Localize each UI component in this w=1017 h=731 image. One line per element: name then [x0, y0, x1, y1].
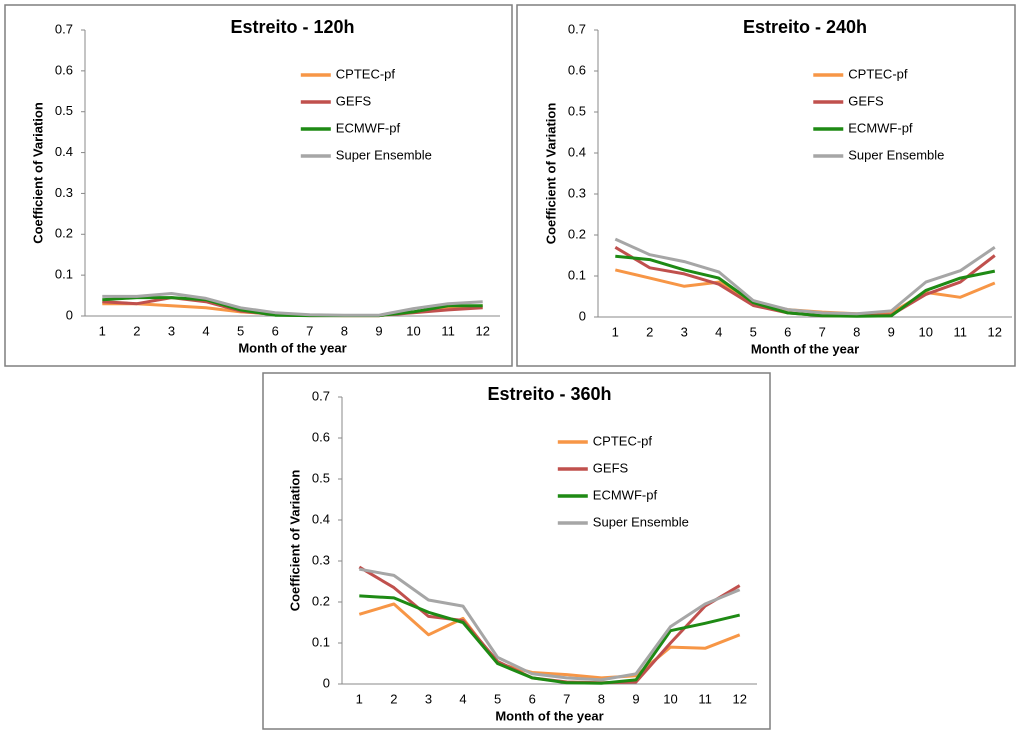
y-tick-label: 0.1 — [55, 267, 73, 282]
x-tick-label: 1 — [99, 323, 106, 338]
y-tick-label: 0.1 — [312, 634, 330, 649]
x-tick-label: 6 — [784, 324, 791, 339]
x-tick-label: 7 — [819, 324, 826, 339]
y-axis-title: Coefficient of Variation — [287, 470, 302, 612]
x-tick-label: 9 — [632, 691, 639, 706]
chart-title: Estreito - 360h — [487, 384, 611, 404]
y-tick-label: 0.6 — [55, 62, 73, 77]
x-tick-label: 5 — [494, 691, 501, 706]
panel-frame — [262, 372, 771, 730]
chart-title: Estreito - 120h — [230, 17, 354, 37]
panel-frame — [516, 4, 1016, 367]
legend-label: CPTEC-pf — [593, 433, 653, 448]
y-tick-label: 0.2 — [568, 226, 586, 241]
x-tick-label: 9 — [888, 324, 895, 339]
y-tick-label: 0.3 — [55, 185, 73, 200]
x-tick-label: 3 — [168, 323, 175, 338]
series-line — [102, 292, 483, 317]
x-tick-label: 9 — [375, 323, 382, 338]
y-tick-label: 0.3 — [568, 185, 586, 200]
y-axis-title: Coefficient of Variation — [30, 102, 45, 244]
x-tick-label: 3 — [681, 324, 688, 339]
series-line — [615, 254, 996, 318]
x-axis-title: Month of the year — [751, 341, 859, 356]
x-tick-label: 11 — [441, 323, 455, 338]
x-tick-label: 4 — [459, 691, 466, 706]
x-tick-label: 6 — [272, 323, 279, 338]
legend-label: Super Ensemble — [593, 514, 689, 529]
x-tick-label: 8 — [598, 691, 605, 706]
y-tick-label: 0.6 — [312, 429, 330, 444]
y-tick-label: 0.5 — [55, 103, 73, 118]
y-tick-label: 0.4 — [312, 511, 330, 526]
x-tick-label: 10 — [663, 691, 677, 706]
x-tick-label: 8 — [853, 324, 860, 339]
y-tick-label: 0.4 — [568, 144, 586, 159]
x-tick-label: 4 — [715, 324, 722, 339]
x-tick-label: 4 — [202, 323, 209, 338]
chart-panel: 00.10.20.30.40.50.60.71 2 3 4 5 6 7 8 9 10 11 12Est… — [262, 372, 771, 730]
y-tick-label: 0.4 — [55, 144, 73, 159]
y-tick-label: 0.5 — [568, 103, 586, 118]
x-tick-label: 8 — [341, 323, 348, 338]
x-tick-label: 3 — [425, 691, 432, 706]
x-tick-label: 12 — [732, 691, 746, 706]
y-tick-label: 0 — [579, 308, 586, 323]
x-tick-label: 1 — [356, 691, 363, 706]
legend-label: GEFS — [336, 93, 372, 108]
x-tick-label: 5 — [750, 324, 757, 339]
series-line — [614, 237, 996, 316]
legend-label: ECMWF-pf — [593, 487, 658, 502]
legend-label: CPTEC-pf — [336, 66, 396, 81]
legend-label: GEFS — [848, 93, 884, 108]
legend-label: Super Ensemble — [336, 147, 432, 162]
chart-panel: 00.10.20.30.40.50.60.71 2 3 4 5 6 7 8 9 10 11 12Est… — [516, 4, 1016, 367]
y-tick-label: 0.5 — [312, 470, 330, 485]
legend-label: Super Ensemble — [848, 147, 944, 162]
x-tick-label: 5 — [237, 323, 244, 338]
y-tick-label: 0.1 — [568, 267, 586, 282]
legend-label: ECMWF-pf — [336, 120, 401, 135]
y-tick-label: 0.7 — [312, 388, 330, 403]
x-axis-title: Month of the year — [495, 708, 603, 723]
legend-label: CPTEC-pf — [848, 66, 908, 81]
y-tick-label: 0.2 — [55, 226, 73, 241]
series-line — [359, 594, 741, 685]
series-line — [358, 602, 741, 680]
x-tick-label: 7 — [306, 323, 313, 338]
legend-label: GEFS — [593, 460, 629, 475]
x-tick-label: 11 — [698, 691, 712, 706]
x-tick-label: 2 — [646, 324, 653, 339]
y-tick-label: 0.3 — [312, 552, 330, 567]
chart-panel: 00.10.20.30.40.50.60.71 2 3 4 5 6 7 8 9 10 11 12Est… — [4, 4, 513, 367]
y-tick-label: 0.7 — [55, 21, 73, 36]
x-tick-label: 2 — [390, 691, 397, 706]
legend-label: ECMWF-pf — [848, 120, 913, 135]
x-tick-label: 12 — [475, 323, 489, 338]
x-tick-label: 10 — [919, 324, 933, 339]
series-line — [102, 296, 483, 318]
x-tick-label: 1 — [612, 324, 619, 339]
y-tick-label: 0 — [66, 307, 73, 322]
x-tick-label: 10 — [406, 323, 420, 338]
x-tick-label: 7 — [563, 691, 570, 706]
y-axis-title: Coefficient of Variation — [543, 103, 558, 245]
x-tick-label: 2 — [133, 323, 140, 338]
x-tick-label: 12 — [988, 324, 1002, 339]
y-tick-label: 0.2 — [312, 593, 330, 608]
series-line — [359, 567, 741, 682]
chart-title: Estreito - 240h — [743, 17, 867, 37]
y-tick-label: 0.7 — [568, 21, 586, 36]
y-tick-label: 0.6 — [568, 62, 586, 77]
x-tick-label: 11 — [954, 324, 968, 339]
y-tick-label: 0 — [323, 675, 330, 690]
x-axis-title: Month of the year — [238, 340, 346, 355]
x-tick-label: 6 — [529, 691, 536, 706]
